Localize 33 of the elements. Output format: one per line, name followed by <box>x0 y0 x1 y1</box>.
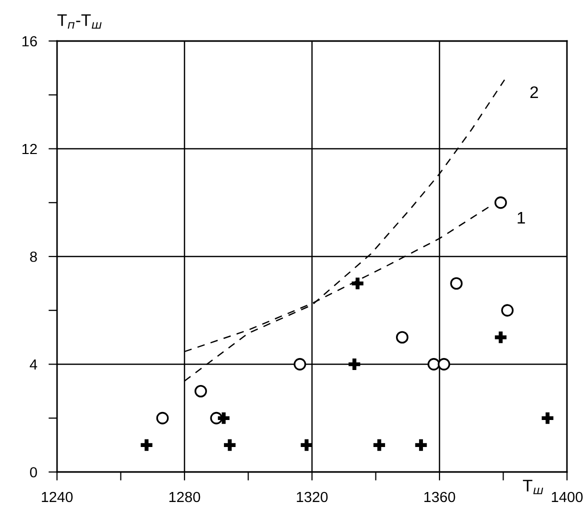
point <box>348 358 360 370</box>
point <box>156 412 169 424</box>
point <box>224 439 236 451</box>
point <box>494 196 507 209</box>
point <box>140 439 152 451</box>
point <box>542 412 554 424</box>
point <box>428 358 440 370</box>
y-axis-title: T$_{п}$-T$_{ш}$ <box>57 14 102 29</box>
y-tick-label: 0 <box>30 467 37 478</box>
point <box>218 412 230 424</box>
x-tick-label: 1320 <box>296 492 328 502</box>
point <box>501 304 514 317</box>
point <box>396 331 408 344</box>
y-tick-label: 4 <box>30 360 38 370</box>
x-tick-label: 1280 <box>169 492 200 502</box>
series-label: 2 <box>530 86 538 98</box>
point <box>194 384 207 398</box>
point <box>494 332 507 344</box>
x-axis-title: T$_{ш}$ <box>522 480 544 494</box>
point <box>300 439 312 451</box>
y-tick-label: 8 <box>30 252 37 262</box>
x-tick-label: 1400 <box>552 492 583 502</box>
point <box>352 278 364 290</box>
x-tick-label: 1240 <box>42 492 73 502</box>
point <box>450 277 463 290</box>
point <box>415 439 427 451</box>
point <box>294 358 306 370</box>
series-label: 1 <box>518 212 525 224</box>
point <box>373 439 386 451</box>
y-tick-label: 16 <box>22 36 37 46</box>
x-tick-label: 1360 <box>424 492 456 502</box>
y-tick-label: 12 <box>22 144 37 154</box>
point <box>438 358 450 370</box>
